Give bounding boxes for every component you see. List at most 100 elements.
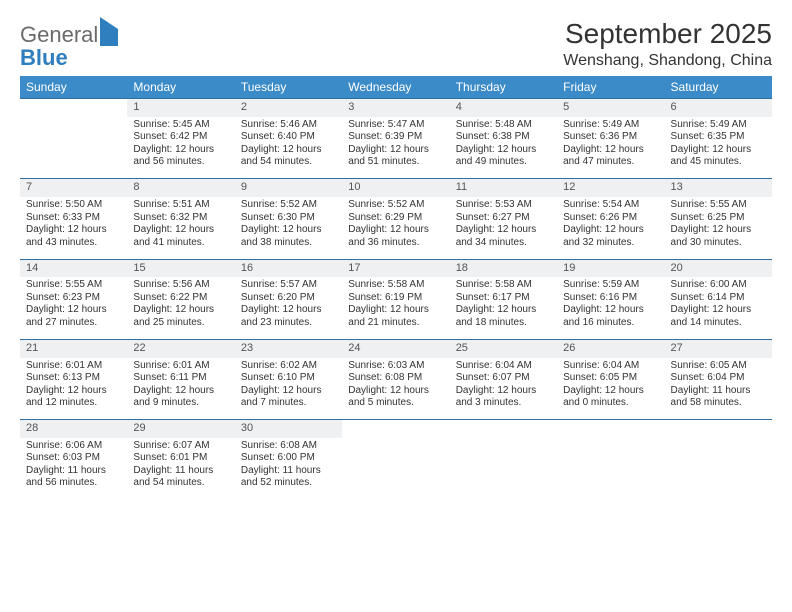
sunrise-text: Sunrise: 6:07 AM	[133, 440, 228, 453]
daylight-text-1: Daylight: 12 hours	[241, 144, 336, 157]
sunset-text: Sunset: 6:36 PM	[563, 131, 658, 144]
daylight-text-2: and 5 minutes.	[348, 397, 443, 410]
day-number-cell: 22	[127, 339, 234, 357]
day-number-row: 282930	[20, 420, 772, 438]
sunrise-text: Sunrise: 5:56 AM	[133, 279, 228, 292]
daylight-text-2: and 54 minutes.	[241, 156, 336, 169]
day-number-cell: 1	[127, 99, 234, 117]
day-number-cell: 9	[235, 179, 342, 197]
day-content-cell: Sunrise: 5:45 AMSunset: 6:42 PMDaylight:…	[127, 117, 234, 179]
day-content-row: Sunrise: 5:45 AMSunset: 6:42 PMDaylight:…	[20, 117, 772, 179]
day-content-cell: Sunrise: 5:47 AMSunset: 6:39 PMDaylight:…	[342, 117, 449, 179]
sunset-text: Sunset: 6:29 PM	[348, 212, 443, 225]
sunrise-text: Sunrise: 5:58 AM	[456, 279, 551, 292]
day-number-cell: 27	[665, 339, 772, 357]
sunrise-text: Sunrise: 5:52 AM	[348, 199, 443, 212]
sunset-text: Sunset: 6:23 PM	[26, 292, 121, 305]
day-content-cell: Sunrise: 5:52 AMSunset: 6:29 PMDaylight:…	[342, 197, 449, 259]
sunrise-text: Sunrise: 5:51 AM	[133, 199, 228, 212]
daylight-text-2: and 21 minutes.	[348, 317, 443, 330]
daylight-text-1: Daylight: 11 hours	[26, 465, 121, 478]
sunset-text: Sunset: 6:27 PM	[456, 212, 551, 225]
daylight-text-1: Daylight: 12 hours	[26, 224, 121, 237]
day-content-cell: Sunrise: 5:46 AMSunset: 6:40 PMDaylight:…	[235, 117, 342, 179]
daylight-text-1: Daylight: 12 hours	[348, 304, 443, 317]
day-content-cell: Sunrise: 5:58 AMSunset: 6:19 PMDaylight:…	[342, 277, 449, 339]
daylight-text-2: and 43 minutes.	[26, 237, 121, 250]
day-content-cell: Sunrise: 5:57 AMSunset: 6:20 PMDaylight:…	[235, 277, 342, 339]
daylight-text-2: and 12 minutes.	[26, 397, 121, 410]
header: General Blue September 2025 Wenshang, Sh…	[20, 18, 772, 70]
day-content-cell	[450, 438, 557, 500]
day-content-cell: Sunrise: 5:59 AMSunset: 6:16 PMDaylight:…	[557, 277, 664, 339]
sunrise-text: Sunrise: 5:49 AM	[563, 119, 658, 132]
sunrise-text: Sunrise: 5:57 AM	[241, 279, 336, 292]
day-number-cell: 11	[450, 179, 557, 197]
day-content-cell: Sunrise: 5:49 AMSunset: 6:35 PMDaylight:…	[665, 117, 772, 179]
sunrise-text: Sunrise: 6:08 AM	[241, 440, 336, 453]
daylight-text-1: Daylight: 12 hours	[133, 304, 228, 317]
day-number-cell	[20, 99, 127, 117]
day-number-row: 123456	[20, 99, 772, 117]
day-content-cell: Sunrise: 5:51 AMSunset: 6:32 PMDaylight:…	[127, 197, 234, 259]
day-content-cell: Sunrise: 6:01 AMSunset: 6:11 PMDaylight:…	[127, 358, 234, 420]
sunrise-text: Sunrise: 6:03 AM	[348, 360, 443, 373]
day-content-cell	[665, 438, 772, 500]
daylight-text-1: Daylight: 12 hours	[348, 385, 443, 398]
day-number-cell: 21	[20, 339, 127, 357]
daylight-text-1: Daylight: 12 hours	[456, 304, 551, 317]
sunset-text: Sunset: 6:07 PM	[456, 372, 551, 385]
day-content-cell: Sunrise: 5:55 AMSunset: 6:25 PMDaylight:…	[665, 197, 772, 259]
day-content-cell	[557, 438, 664, 500]
sunrise-text: Sunrise: 6:01 AM	[133, 360, 228, 373]
daylight-text-2: and 56 minutes.	[133, 156, 228, 169]
sunrise-text: Sunrise: 5:49 AM	[671, 119, 766, 132]
daylight-text-1: Daylight: 12 hours	[133, 144, 228, 157]
day-content-cell: Sunrise: 6:06 AMSunset: 6:03 PMDaylight:…	[20, 438, 127, 500]
daylight-text-2: and 56 minutes.	[26, 477, 121, 490]
sunrise-text: Sunrise: 6:04 AM	[563, 360, 658, 373]
day-content-cell: Sunrise: 5:52 AMSunset: 6:30 PMDaylight:…	[235, 197, 342, 259]
day-number-cell: 10	[342, 179, 449, 197]
sunrise-text: Sunrise: 6:06 AM	[26, 440, 121, 453]
day-number-cell: 6	[665, 99, 772, 117]
day-content-cell: Sunrise: 6:08 AMSunset: 6:00 PMDaylight:…	[235, 438, 342, 500]
sunrise-text: Sunrise: 6:00 AM	[671, 279, 766, 292]
day-content-cell: Sunrise: 6:03 AMSunset: 6:08 PMDaylight:…	[342, 358, 449, 420]
day-content-cell: Sunrise: 5:55 AMSunset: 6:23 PMDaylight:…	[20, 277, 127, 339]
day-content-cell: Sunrise: 5:49 AMSunset: 6:36 PMDaylight:…	[557, 117, 664, 179]
daylight-text-1: Daylight: 12 hours	[563, 304, 658, 317]
weekday-header: Friday	[557, 76, 664, 99]
sunset-text: Sunset: 6:08 PM	[348, 372, 443, 385]
daylight-text-1: Daylight: 11 hours	[671, 385, 766, 398]
day-content-row: Sunrise: 5:55 AMSunset: 6:23 PMDaylight:…	[20, 277, 772, 339]
day-content-cell: Sunrise: 5:58 AMSunset: 6:17 PMDaylight:…	[450, 277, 557, 339]
day-number-row: 21222324252627	[20, 339, 772, 357]
sunset-text: Sunset: 6:20 PM	[241, 292, 336, 305]
daylight-text-1: Daylight: 12 hours	[563, 385, 658, 398]
sunset-text: Sunset: 6:16 PM	[563, 292, 658, 305]
day-number-cell: 8	[127, 179, 234, 197]
daylight-text-2: and 3 minutes.	[456, 397, 551, 410]
daylight-text-1: Daylight: 12 hours	[671, 224, 766, 237]
daylight-text-2: and 30 minutes.	[671, 237, 766, 250]
day-number-cell: 18	[450, 259, 557, 277]
day-content-cell: Sunrise: 6:07 AMSunset: 6:01 PMDaylight:…	[127, 438, 234, 500]
daylight-text-2: and 54 minutes.	[133, 477, 228, 490]
daylight-text-1: Daylight: 11 hours	[241, 465, 336, 478]
sunset-text: Sunset: 6:11 PM	[133, 372, 228, 385]
day-content-cell: Sunrise: 6:02 AMSunset: 6:10 PMDaylight:…	[235, 358, 342, 420]
daylight-text-1: Daylight: 12 hours	[133, 224, 228, 237]
daylight-text-2: and 18 minutes.	[456, 317, 551, 330]
day-number-cell: 16	[235, 259, 342, 277]
sunrise-text: Sunrise: 5:55 AM	[671, 199, 766, 212]
day-number-cell	[450, 420, 557, 438]
sunset-text: Sunset: 6:38 PM	[456, 131, 551, 144]
day-number-cell: 5	[557, 99, 664, 117]
day-number-cell: 2	[235, 99, 342, 117]
daylight-text-2: and 0 minutes.	[563, 397, 658, 410]
month-title: September 2025	[563, 18, 772, 50]
daylight-text-2: and 58 minutes.	[671, 397, 766, 410]
daylight-text-1: Daylight: 12 hours	[241, 224, 336, 237]
sunset-text: Sunset: 6:22 PM	[133, 292, 228, 305]
